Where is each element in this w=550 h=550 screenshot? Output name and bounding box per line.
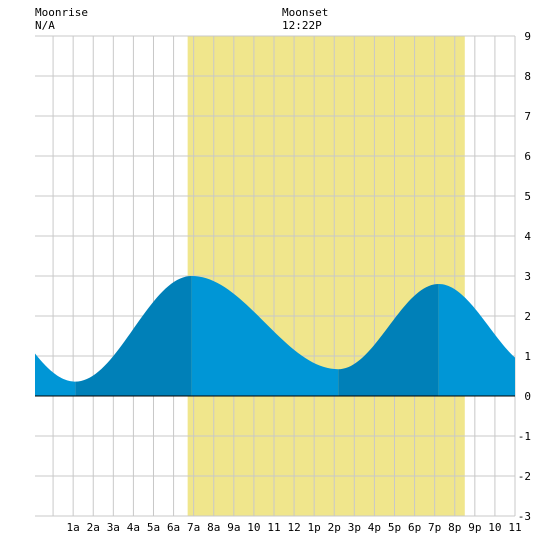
- x-tick-label: 3a: [107, 521, 120, 534]
- x-tick-label: 8a: [207, 521, 220, 534]
- y-tick-label: 1: [524, 350, 531, 363]
- tide-area-falling: [191, 276, 339, 396]
- x-tick-label: 9p: [468, 521, 481, 534]
- y-tick-label: -1: [518, 430, 531, 443]
- y-tick-label: 6: [524, 150, 531, 163]
- tide-area-falling: [438, 284, 515, 396]
- x-tick-label: 5a: [147, 521, 160, 534]
- x-tick-label: 6p: [408, 521, 421, 534]
- moonset-label: Moonset: [282, 6, 329, 19]
- y-tick-label: 2: [524, 310, 531, 323]
- y-tick-label: -2: [518, 470, 531, 483]
- y-tick-label: 4: [524, 230, 531, 243]
- x-tick-label: 2a: [87, 521, 100, 534]
- moonrise-label: Moonrise: [35, 6, 88, 19]
- tide-area-falling: [35, 353, 76, 396]
- x-tick-label: 7p: [428, 521, 441, 534]
- x-tick-label: 2p: [328, 521, 341, 534]
- moonrise-value: N/A: [35, 19, 55, 32]
- x-tick-label: 7a: [187, 521, 200, 534]
- moonset-value: 12:22P: [282, 19, 322, 32]
- y-tick-label: 7: [524, 110, 531, 123]
- x-tick-label: 9a: [227, 521, 240, 534]
- y-tick-label: 0: [524, 390, 531, 403]
- x-tick-label: 10: [247, 521, 260, 534]
- y-tick-label: 9: [524, 30, 531, 43]
- x-tick-label: 12: [287, 521, 300, 534]
- y-tick-label: 3: [524, 270, 531, 283]
- tide-area-rising: [338, 284, 439, 396]
- tide-area-rising: [75, 276, 192, 396]
- x-tick-label: 11: [267, 521, 280, 534]
- x-tick-label: 3p: [348, 521, 361, 534]
- x-tick-label: 11: [508, 521, 521, 534]
- x-tick-label: 10: [488, 521, 501, 534]
- x-tick-label: 5p: [388, 521, 401, 534]
- x-tick-label: 4p: [368, 521, 381, 534]
- x-tick-label: 6a: [167, 521, 180, 534]
- y-tick-label: -3: [518, 510, 531, 523]
- x-tick-label: 1a: [67, 521, 80, 534]
- y-tick-label: 8: [524, 70, 531, 83]
- x-tick-label: 4a: [127, 521, 140, 534]
- x-tick-label: 8p: [448, 521, 461, 534]
- y-tick-label: 5: [524, 190, 531, 203]
- x-tick-label: 1p: [308, 521, 321, 534]
